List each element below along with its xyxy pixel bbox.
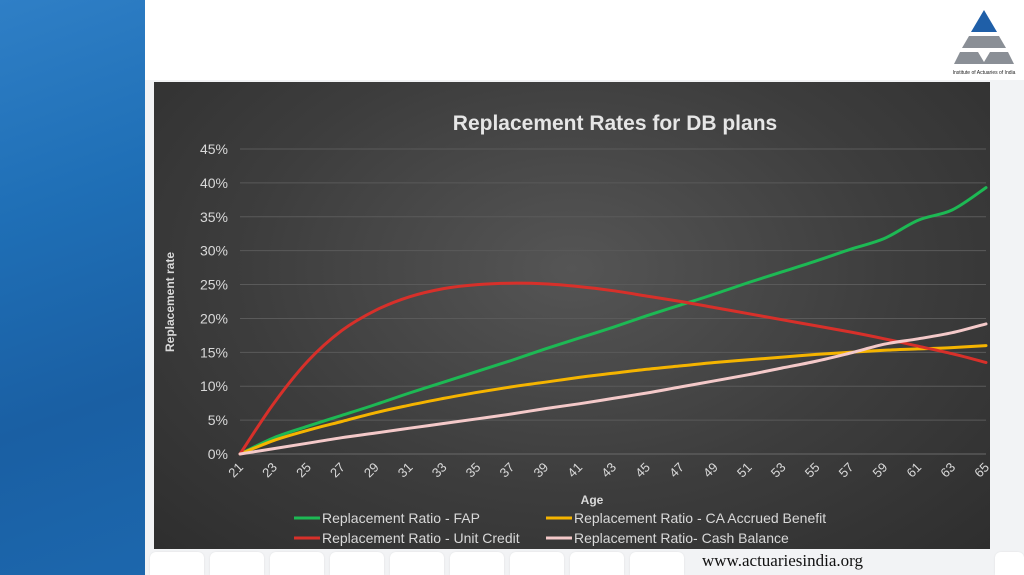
y-tick-label: 0% xyxy=(208,446,228,462)
x-tick-label: 35 xyxy=(463,460,484,481)
y-tick-label: 15% xyxy=(200,344,228,360)
y-tick-label: 40% xyxy=(200,175,228,191)
x-tick-label: 37 xyxy=(497,460,518,481)
x-tick-label: 25 xyxy=(293,460,314,481)
series-line xyxy=(238,186,988,456)
x-tick-label: 39 xyxy=(530,460,551,481)
x-tick-label: 45 xyxy=(632,460,653,481)
x-tick-label: 47 xyxy=(666,460,687,481)
decorative-tile xyxy=(270,552,324,575)
x-tick-label: 31 xyxy=(395,460,416,481)
y-tick-label: 25% xyxy=(200,277,228,293)
footer-url[interactable]: www.actuariesindia.org xyxy=(702,551,863,570)
x-tick-label: 49 xyxy=(700,460,721,481)
x-tick-label: 55 xyxy=(802,460,823,481)
series-line xyxy=(238,322,988,456)
y-tick-label: 35% xyxy=(200,209,228,225)
decorative-tile xyxy=(390,552,444,575)
decorative-tile xyxy=(510,552,564,575)
x-tick-label: 23 xyxy=(259,460,280,481)
decorative-tile xyxy=(330,552,384,575)
x-tick-label: 41 xyxy=(564,460,585,481)
x-tick-label: 61 xyxy=(903,460,924,481)
logo-caption: Institute of Actuaries of India xyxy=(952,70,1016,76)
x-tick-label: 59 xyxy=(870,460,891,481)
x-tick-label: 29 xyxy=(361,460,382,481)
y-tick-label: 30% xyxy=(200,243,228,259)
decorative-tile xyxy=(150,552,204,575)
left-decorative-band xyxy=(0,0,145,575)
legend-label: Replacement Ratio - CA Accrued Benefit xyxy=(574,510,826,526)
decorative-tile xyxy=(570,552,624,575)
chart-panel: Replacement Rates for DB plans 0% 5% 10% 15%… xyxy=(154,82,990,549)
x-tick-label: 43 xyxy=(598,460,619,481)
legend-label: Replacement Ratio - FAP xyxy=(322,510,480,526)
actuaries-logo-icon xyxy=(954,10,1014,64)
slide-header-area xyxy=(145,0,1024,80)
decorative-tile xyxy=(995,552,1024,575)
y-tick-label: 5% xyxy=(208,412,228,428)
y-tick-label: 10% xyxy=(200,378,228,394)
x-tick-label: 63 xyxy=(937,460,958,481)
chart-title: Replacement Rates for DB plans xyxy=(453,112,777,135)
y-tick-label: 20% xyxy=(200,310,228,326)
x-tick-label: 33 xyxy=(429,460,450,481)
decorative-tile xyxy=(210,552,264,575)
x-tick-label: 21 xyxy=(225,460,246,481)
series-line xyxy=(238,281,988,456)
x-tick-label: 57 xyxy=(836,460,857,481)
legend-label: Replacement Ratio- Cash Balance xyxy=(574,530,789,546)
y-tick-label: 45% xyxy=(200,141,228,157)
y-axis-label: Replacement rate xyxy=(163,252,177,352)
replacement-rates-chart: Replacement Rates for DB plans 0% 5% 10% 15%… xyxy=(163,112,990,546)
x-tick-label: 53 xyxy=(768,460,789,481)
x-tick-label: 27 xyxy=(327,460,348,481)
decorative-tile xyxy=(630,552,684,575)
x-axis-label: Age xyxy=(581,493,604,507)
x-tick-label: 65 xyxy=(971,460,990,481)
legend-label: Replacement Ratio - Unit Credit xyxy=(322,530,520,546)
x-tick-label: 51 xyxy=(734,460,755,481)
decorative-tile xyxy=(450,552,504,575)
